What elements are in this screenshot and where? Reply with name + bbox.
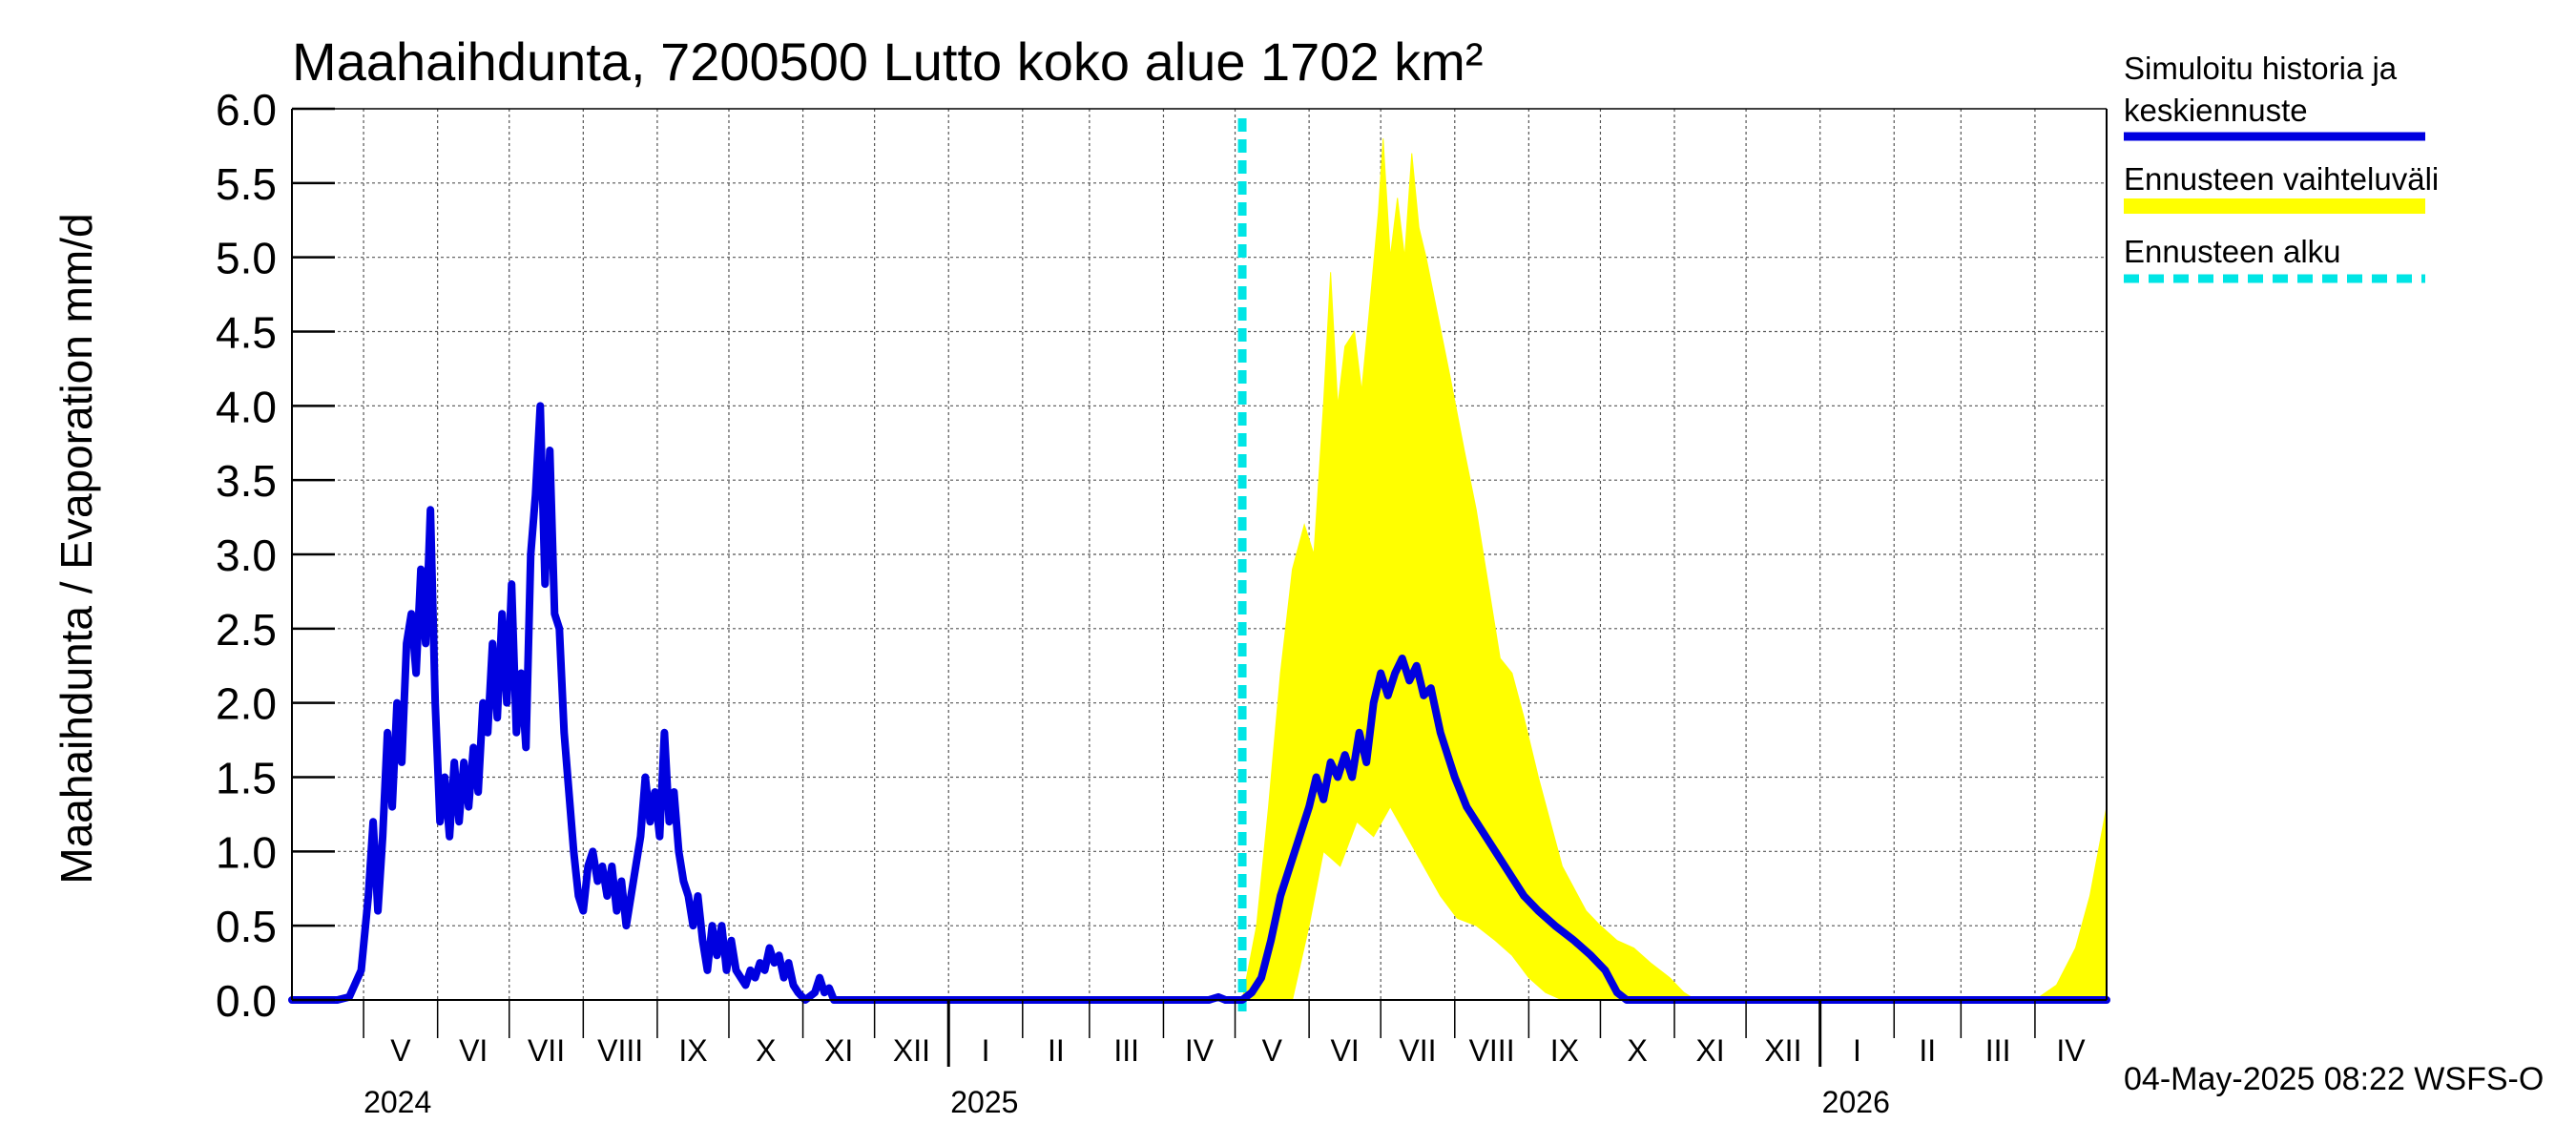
y-tick-label: 5.0 [216, 234, 277, 283]
x-month-label: I [1853, 1033, 1861, 1068]
x-month-label: II [1919, 1033, 1936, 1068]
y-tick-label: 4.0 [216, 382, 277, 431]
legend-range-label: Ennusteen vaihteluväli [2124, 161, 2439, 197]
y-tick-label: 0.5 [216, 902, 277, 951]
x-month-label: V [390, 1033, 411, 1068]
x-month-label: III [1985, 1033, 2011, 1068]
y-tick-label: 6.0 [216, 85, 277, 135]
x-axis-year-labels: 2024 2025 2026 [364, 1085, 1890, 1119]
x-year-label: 2024 [364, 1085, 431, 1119]
x-month-label: XII [893, 1033, 930, 1068]
x-month-label: I [982, 1033, 990, 1068]
x-month-label: VIII [597, 1033, 643, 1068]
x-month-label: VI [459, 1033, 488, 1068]
x-month-label: IV [2056, 1033, 2086, 1068]
axes [291, 107, 2108, 1067]
x-month-label: V [1262, 1033, 1283, 1068]
y-tick-label: 0.0 [216, 976, 277, 1026]
x-month-label: VII [528, 1033, 565, 1068]
x-month-label: XI [824, 1033, 853, 1068]
x-year-label: 2026 [1822, 1085, 1890, 1119]
x-year-label: 2025 [950, 1085, 1018, 1119]
x-month-label: VIII [1469, 1033, 1515, 1068]
x-month-label: IX [678, 1033, 707, 1068]
x-month-label: VII [1399, 1033, 1436, 1068]
y-tick-label: 4.5 [216, 308, 277, 358]
x-month-label: XII [1764, 1033, 1801, 1068]
x-axis-month-labels: V VI VII VIII IX X XI XII I II III IV V VI VII VIII IX X X… [390, 1033, 2086, 1068]
y-axis-label: Maahaihdunta / Evaporation mm/d [52, 213, 101, 884]
y-tick-label: 1.5 [216, 754, 277, 803]
x-month-label: VI [1331, 1033, 1360, 1068]
x-month-label: III [1113, 1033, 1139, 1068]
x-month-label: XI [1695, 1033, 1724, 1068]
x-month-label: X [756, 1033, 776, 1068]
y-axis-tick-labels: 0.0 0.5 1.0 1.5 2.0 2.5 3.0 3.5 4.0 4.5 5.0 5.5 6.0 [216, 85, 277, 1026]
legend-forecast-label: Ennusteen alku [2124, 234, 2341, 269]
x-month-label: IV [1185, 1033, 1215, 1068]
x-month-label: X [1628, 1033, 1648, 1068]
y-tick-label: 2.0 [216, 679, 277, 729]
legend-history-label-line1: Simuloitu historia ja [2124, 51, 2398, 86]
y-tick-label: 3.5 [216, 456, 277, 506]
legend-history-label-line2: keskiennuste [2124, 93, 2308, 128]
grid [292, 109, 2107, 1000]
x-month-label: II [1048, 1033, 1065, 1068]
y-tick-label: 1.0 [216, 827, 277, 877]
x-month-label: IX [1550, 1033, 1579, 1068]
history-series [288, 402, 2110, 1004]
y-tick-label: 3.0 [216, 531, 277, 580]
legend: Simuloitu historia ja keskiennuste Ennus… [2124, 51, 2439, 283]
y-tick-label: 2.5 [216, 605, 277, 655]
history-line [288, 402, 2110, 1004]
footer-timestamp: 04-May-2025 08:22 WSFS-O [2124, 1061, 2544, 1097]
chart-title: Maahaihdunta, 7200500 Lutto koko alue 17… [292, 31, 1483, 92]
y-tick-label: 5.5 [216, 159, 277, 209]
